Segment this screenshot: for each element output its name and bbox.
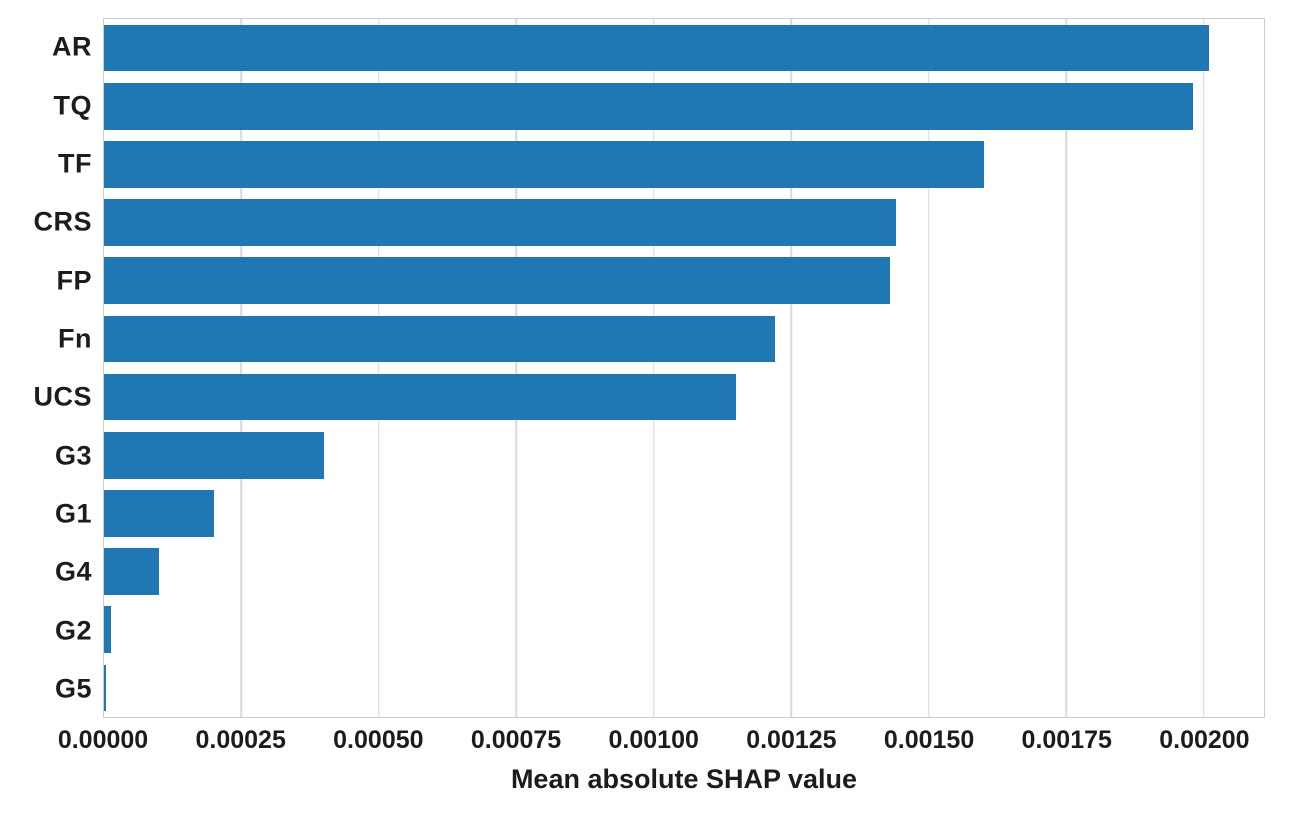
gridline	[515, 19, 518, 717]
y-tick-label: UCS	[33, 381, 92, 412]
x-tick-label: 0.00000	[57, 726, 149, 754]
x-tick-label: 0.00200	[1159, 726, 1250, 754]
gridline	[378, 19, 380, 717]
x-tick-label: 0.00125	[746, 726, 837, 754]
bar-G3	[104, 431, 324, 479]
y-tick-label: G5	[54, 673, 92, 704]
bar-TQ	[104, 82, 1193, 130]
y-tick-label: G4	[54, 556, 92, 587]
gridline	[240, 19, 243, 717]
bar-CRS	[104, 199, 896, 246]
x-tick-label: 0.00025	[195, 726, 286, 754]
gridline	[927, 19, 930, 717]
gridline	[1065, 19, 1067, 717]
y-tick-label: FP	[56, 265, 92, 295]
x-tick-label: 0.00100	[608, 726, 699, 754]
bar-AR	[104, 24, 1210, 72]
y-tick-label: TF	[58, 148, 92, 179]
x-axis-tick-labels: 0.00000 0.00025 0.00050 0.00075 0.00100 0.001…	[58, 726, 1265, 760]
x-tick-label: 0.00075	[470, 726, 562, 754]
bar-G2	[104, 606, 112, 653]
bar-FP	[104, 257, 891, 304]
y-tick-label: G3	[54, 440, 92, 470]
gridline	[653, 19, 655, 717]
y-tick-label: CRS	[33, 206, 92, 237]
x-axis-label: Mean absolute SHAP value	[510, 764, 858, 794]
y-tick-label: G1	[54, 498, 92, 529]
x-tick-label: 0.00050	[333, 726, 424, 754]
x-tick-label: 0.00150	[883, 726, 975, 754]
y-tick-label: G2	[54, 615, 92, 645]
bar-TF	[104, 141, 984, 188]
gridline	[1202, 19, 1205, 717]
y-tick-label: Fn	[58, 323, 92, 354]
bar-UCS	[104, 373, 737, 421]
gridline	[790, 19, 792, 717]
bar-Fn	[104, 315, 775, 363]
y-tick-label: TQ	[53, 90, 92, 120]
bar-G4	[104, 548, 159, 595]
x-tick-label: 0.00175	[1021, 726, 1112, 754]
plot-area	[103, 18, 1265, 718]
y-axis-tick-labels: AR TQ TF CRS FP Fn UCS G3 G1 G4 G2 G5	[0, 18, 92, 718]
bar-G5	[104, 664, 106, 712]
y-tick-label: AR	[52, 31, 92, 62]
bar-G1	[104, 490, 214, 537]
